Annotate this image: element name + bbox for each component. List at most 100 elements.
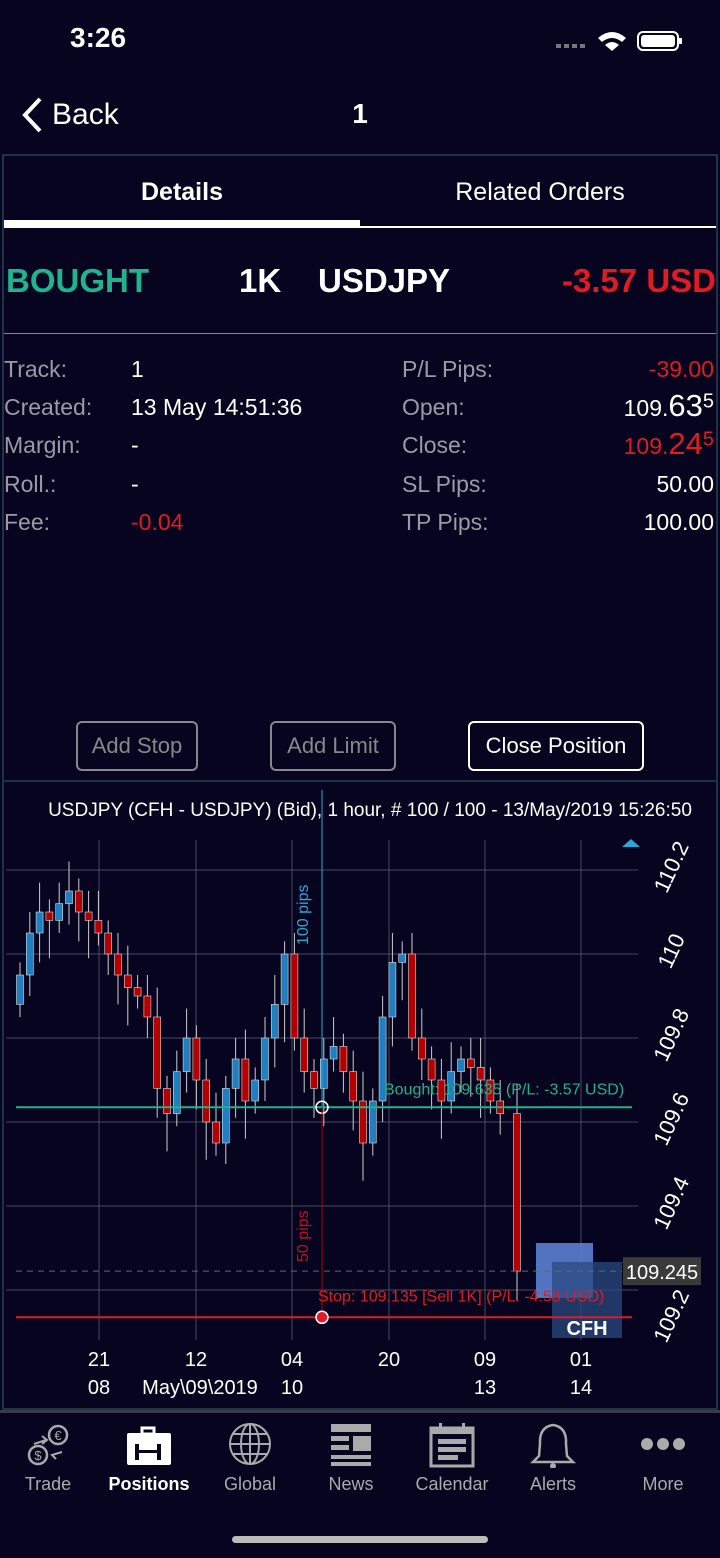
candle	[251, 1079, 259, 1102]
detail-value: -	[131, 471, 139, 497]
y-tick-label: 109.6	[648, 1089, 694, 1149]
candle	[241, 1058, 250, 1102]
calendar-icon	[429, 1423, 475, 1468]
candle	[133, 987, 142, 997]
candle	[153, 1016, 161, 1089]
x-tick-label: 08	[88, 1377, 110, 1399]
price-big: 109.	[623, 395, 669, 421]
price-fraction: 5	[702, 428, 714, 451]
detail-value-price: 109.635	[624, 388, 714, 424]
candle	[476, 1067, 485, 1081]
x-tick-label: 04	[281, 1349, 303, 1371]
more-icon	[641, 1438, 685, 1450]
price-big: 109.	[623, 433, 669, 459]
candle	[513, 1113, 521, 1272]
detail-label: SL Pips:	[402, 471, 487, 497]
back-label: Back	[52, 98, 119, 131]
detail-value: -	[131, 432, 139, 458]
tab-label: Alerts	[529, 1474, 576, 1494]
candle	[466, 1058, 475, 1068]
back-button[interactable]: Back	[20, 96, 119, 134]
candle	[290, 953, 299, 1039]
add-limit-button[interactable]: Add Limit	[270, 721, 396, 771]
candle	[104, 932, 112, 955]
candle	[457, 1058, 465, 1072]
detail-value: -0.04	[131, 509, 184, 535]
detail-label: P/L Pips:	[402, 356, 494, 382]
candle	[45, 911, 54, 921]
stop-line-label: Stop: 109.135 [Sell 1K] (P/L: -4.58 USD)	[318, 1288, 604, 1305]
candle	[182, 1037, 191, 1072]
status-icons	[556, 31, 682, 51]
y-tick-label: 110.2	[649, 837, 694, 896]
candle	[408, 953, 416, 1039]
detail-label: TP Pips:	[402, 509, 489, 535]
candle	[212, 1121, 220, 1144]
watermark-box	[552, 1262, 622, 1338]
y-tick-label: 109.8	[648, 1005, 694, 1065]
candle	[359, 1100, 367, 1144]
candle	[143, 995, 152, 1018]
tab-calendar[interactable]: Calendar	[402, 1422, 502, 1495]
candle	[75, 890, 83, 913]
tab-news[interactable]: News	[301, 1422, 401, 1495]
detail-label: Track:	[4, 356, 68, 382]
tab-global[interactable]: Global	[200, 1422, 300, 1495]
tab-positions[interactable]: Positions	[99, 1422, 199, 1495]
detail-value: 50.00	[656, 471, 714, 497]
price-chart[interactable]: 110.2 110 109.8 109.6 109.4 109.2 21 08 12 May\09…	[2, 780, 718, 1410]
candle	[427, 1058, 436, 1081]
candle	[368, 1100, 377, 1144]
x-tick-label: 13	[474, 1377, 496, 1399]
candle	[447, 1071, 456, 1102]
position-side: BOUGHT	[6, 262, 149, 299]
candle	[84, 911, 93, 921]
detail-value-price: 109.245	[624, 426, 714, 462]
x-tick-label: 10	[281, 1377, 303, 1399]
chart-canvas[interactable]: 110.2 110 109.8 109.6 109.4 109.2 21 08 12 May\09…	[2, 780, 718, 1406]
candle	[280, 953, 289, 1005]
tab-trade[interactable]: € $ Trade	[0, 1422, 98, 1495]
tp-pips-label: 100 pips	[295, 885, 312, 946]
globe-icon	[229, 1423, 271, 1465]
status-time: 3:26	[70, 22, 127, 53]
tab-related-orders[interactable]: Related Orders	[455, 178, 625, 206]
detail-value: 1	[131, 356, 144, 382]
bought-line-label: Bought: 109.635 (P/L: -3.57 USD)	[384, 1081, 624, 1098]
detail-label: Margin:	[4, 432, 81, 458]
tab-details[interactable]: Details	[141, 178, 223, 206]
divider	[4, 333, 716, 334]
detail-label: Open:	[402, 394, 465, 420]
price-fraction: 5	[702, 390, 714, 413]
x-tick-label: 01	[570, 1349, 592, 1371]
detail-label: Close:	[402, 432, 468, 458]
candle	[329, 1046, 338, 1060]
candle	[173, 1071, 181, 1114]
y-tick-label: 109.2	[648, 1286, 694, 1346]
detail-label: Roll.:	[4, 471, 57, 497]
y-tick-label: 109.4	[648, 1173, 694, 1233]
candle	[486, 1079, 495, 1102]
detail-value: -39.00	[648, 356, 714, 382]
price-pips: 24	[668, 426, 703, 461]
tab-divider	[4, 226, 716, 228]
tab-more[interactable]: More	[613, 1422, 713, 1495]
candle	[114, 953, 122, 976]
candle	[124, 974, 132, 988]
candle	[388, 962, 397, 1018]
candle	[261, 1037, 269, 1081]
current-price-badge	[623, 1257, 701, 1286]
candle	[65, 890, 73, 904]
y-tick-label: 110	[652, 930, 689, 972]
candle	[202, 1079, 210, 1123]
position-symbol: USDJPY	[318, 262, 451, 299]
close-position-button[interactable]: Close Position	[468, 721, 644, 771]
trade-icon: €$	[27, 1424, 69, 1466]
cfh-watermark: CFH	[566, 1318, 607, 1340]
x-tick-label: 14	[570, 1377, 592, 1399]
candle	[378, 1016, 387, 1102]
candle	[437, 1079, 446, 1102]
add-stop-button[interactable]: Add Stop	[76, 721, 198, 771]
tab-alerts[interactable]: Alerts	[503, 1422, 603, 1495]
candle	[398, 953, 407, 963]
